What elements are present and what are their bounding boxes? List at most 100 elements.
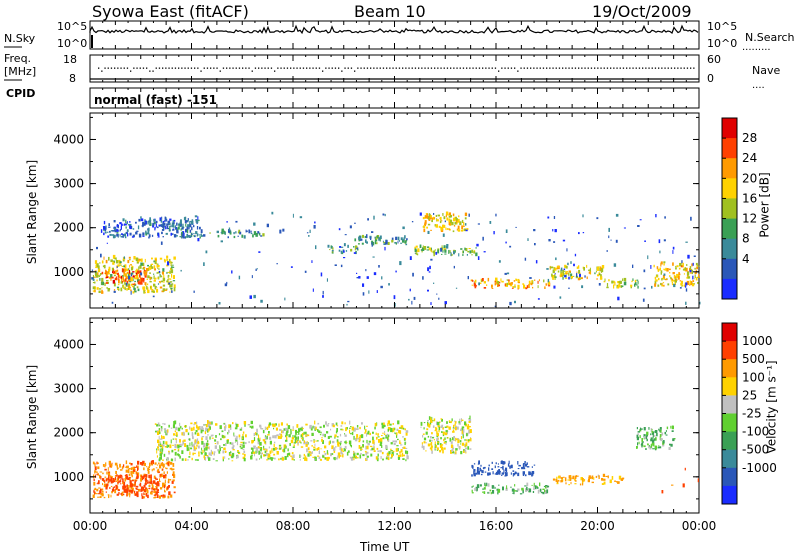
power-cell xyxy=(676,273,679,278)
velocity-cell xyxy=(353,435,355,440)
velocity-cell xyxy=(440,437,442,440)
power-cell xyxy=(614,281,616,286)
velocity-cell xyxy=(464,444,466,446)
nsky-top-tick: 10^5 xyxy=(57,20,88,33)
freq-dot xyxy=(632,67,634,69)
power-cell xyxy=(322,295,324,298)
velocity-cell xyxy=(300,434,303,438)
velocity-cell xyxy=(655,437,657,441)
velocity-cell xyxy=(105,478,108,482)
velocity-cell xyxy=(451,437,454,441)
velocity-cell xyxy=(533,464,536,466)
velocity-cell xyxy=(167,495,170,499)
freq-dot xyxy=(568,67,570,69)
power-cell xyxy=(154,268,156,271)
velocity-cell xyxy=(305,423,308,426)
velocity-cell xyxy=(643,434,646,438)
power-cell xyxy=(161,216,163,220)
power-cell xyxy=(623,281,627,286)
velocity-cell xyxy=(665,430,667,432)
power-cell xyxy=(576,266,579,269)
power-cell xyxy=(128,268,130,271)
power-cell xyxy=(692,275,694,280)
velocity-cell xyxy=(232,422,234,425)
velocity-cell xyxy=(240,441,243,444)
power-cell xyxy=(92,282,96,284)
nsearch-top-tick: 10^5 xyxy=(707,20,738,33)
power-cell xyxy=(170,232,172,236)
velocity-cell xyxy=(451,418,453,422)
velocity-cell xyxy=(122,478,124,483)
velocity-cbar-swatch xyxy=(722,485,737,505)
power-cell xyxy=(331,252,334,254)
power-cell xyxy=(122,268,125,273)
power-cell xyxy=(695,269,697,273)
power-cell xyxy=(221,228,224,233)
velocity-cell xyxy=(307,453,310,457)
velocity-cell xyxy=(251,451,254,454)
power-cell xyxy=(130,226,133,230)
power-cell xyxy=(143,222,146,226)
power-cell xyxy=(340,250,343,254)
velocity-cell xyxy=(97,466,100,470)
velocity-cell xyxy=(152,480,156,484)
power-cell xyxy=(255,233,258,237)
velocity-cell xyxy=(318,430,321,434)
power-cell xyxy=(128,285,131,288)
power-cell xyxy=(92,286,95,290)
velocity-cell xyxy=(169,462,173,465)
velocity-cell xyxy=(391,429,394,433)
velocity-cell xyxy=(167,429,169,433)
freq-dot xyxy=(488,67,490,69)
power-cell xyxy=(682,269,685,271)
power-cell xyxy=(154,226,156,229)
velocity-cell xyxy=(205,427,208,432)
velocity-cell xyxy=(498,470,501,475)
power-cell xyxy=(144,220,147,223)
power-cell xyxy=(144,271,148,276)
velocity-cell xyxy=(339,433,342,437)
velocity-cell xyxy=(545,490,547,494)
power-cell xyxy=(108,256,110,261)
velocity-cell xyxy=(228,452,231,456)
power-cell xyxy=(543,279,545,283)
velocity-cell xyxy=(154,482,158,485)
velocity-cell xyxy=(205,455,209,457)
velocity-cell xyxy=(257,439,260,443)
power-cell xyxy=(669,275,671,278)
power-cell xyxy=(409,256,412,260)
velocity-cell xyxy=(659,434,662,437)
power-cell xyxy=(442,213,444,216)
velocity-cell xyxy=(366,432,368,437)
power-cell xyxy=(694,272,697,275)
velocity-cell xyxy=(651,442,654,445)
power-cell xyxy=(656,275,658,278)
power-cell xyxy=(385,240,388,243)
freq-dot xyxy=(574,67,577,69)
velocity-cell xyxy=(239,446,242,448)
velocity-cell xyxy=(399,440,401,444)
power-cell xyxy=(424,220,427,224)
velocity-cell xyxy=(349,429,351,434)
power-cell xyxy=(566,248,568,252)
velocity-cell xyxy=(641,445,643,448)
power-cell xyxy=(695,262,698,266)
velocity-cell xyxy=(257,449,259,454)
velocity-cell xyxy=(329,435,332,438)
power-cell xyxy=(634,282,637,285)
power-cell xyxy=(181,233,184,238)
freq-dot xyxy=(402,67,404,69)
velocity-cell xyxy=(510,486,512,488)
velocity-cell xyxy=(636,446,638,448)
power-cell xyxy=(315,245,317,250)
velocity-cell xyxy=(232,445,235,447)
velocity-cell xyxy=(651,430,654,433)
velocity-cell xyxy=(194,432,197,435)
velocity-cell xyxy=(147,470,150,474)
velocity-cell xyxy=(376,436,378,440)
velocity-cell xyxy=(256,432,258,436)
velocity-cell xyxy=(436,428,438,430)
freq-dot xyxy=(555,67,557,69)
freq-dot xyxy=(597,67,599,69)
velocity-cell xyxy=(255,432,257,435)
